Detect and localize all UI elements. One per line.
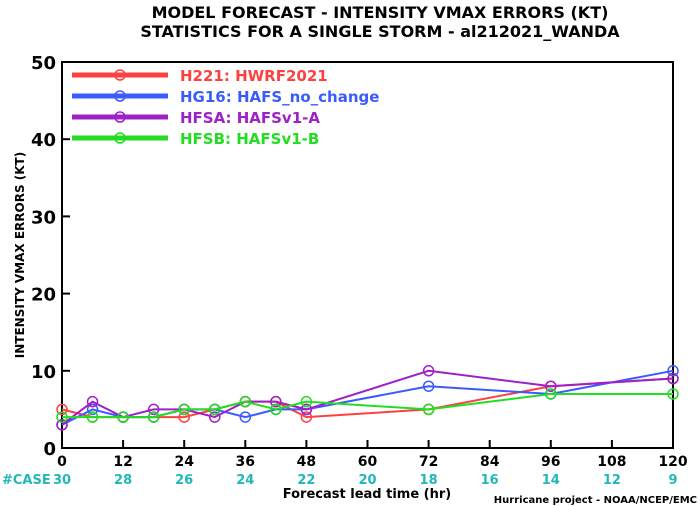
data-point: [270, 403, 282, 416]
legend-label: HFSB: HAFSv1-B: [180, 130, 319, 148]
legend-label: HFSA: HAFSv1-A: [180, 109, 320, 127]
case-count-value: 16: [481, 473, 499, 488]
legend-label: H221: HWRF2021: [180, 67, 328, 85]
data-point: [147, 403, 160, 416]
x-tick-label: 60: [358, 454, 378, 470]
case-count-value: 28: [114, 473, 132, 488]
data-point: [545, 380, 557, 392]
data-point: [422, 380, 435, 392]
x-tick-label: 120: [658, 454, 687, 470]
legend-marker: [114, 111, 126, 123]
legend-marker: [114, 69, 126, 81]
case-count-value: 18: [420, 473, 438, 488]
legend-item: HG16: HAFS_no_change: [72, 88, 379, 106]
x-tick-label: 12: [113, 454, 132, 470]
data-point: [178, 411, 190, 423]
case-count-value: 30: [53, 473, 71, 488]
y-tick-label: 10: [31, 362, 56, 383]
data-point: [86, 395, 99, 408]
y-tick-label: 20: [31, 285, 56, 306]
data-point: [422, 403, 435, 416]
case-count-value: 22: [297, 473, 315, 488]
data-point: [56, 403, 68, 416]
data-point: [667, 372, 679, 385]
data-point: [422, 365, 435, 377]
series-layer: [56, 365, 679, 431]
chart-title-line1: MODEL FORECAST - INTENSITY VMAX ERRORS (…: [152, 3, 609, 22]
case-count-value: 12: [603, 473, 621, 488]
data-point: [239, 411, 252, 423]
data-point: [86, 411, 99, 423]
legend: H221: HWRF2021 HG16: HAFS_no_change HFSA: …: [72, 67, 379, 148]
y-tick-label: 40: [31, 130, 56, 151]
data-point: [270, 395, 282, 408]
data-point: [178, 403, 190, 416]
legend-item: H221: HWRF2021: [72, 67, 328, 85]
x-tick-label: 0: [57, 454, 67, 470]
y-axis-ticks: 0 10 20 30 40 50: [31, 53, 70, 460]
data-point: [239, 395, 252, 408]
series-line: [56, 388, 679, 423]
x-axis-ticks: 0 12 24 36 48 60 72 84 96 108 120: [57, 440, 688, 470]
legend-label: HG16: HAFS_no_change: [180, 88, 379, 106]
chart-title-line2: STATISTICS FOR A SINGLE STORM - al212021…: [140, 22, 620, 41]
data-point: [56, 411, 68, 423]
x-tick-label: 108: [597, 454, 626, 470]
data-point: [117, 411, 129, 423]
legend-marker: [114, 90, 126, 102]
legend-marker: [114, 132, 126, 144]
data-point: [300, 411, 313, 423]
x-tick-label: 48: [297, 454, 316, 470]
data-point: [209, 411, 221, 423]
data-point: [209, 403, 221, 416]
case-count-value: 20: [358, 473, 376, 488]
case-count-value: 24: [236, 473, 254, 488]
y-axis-label: INTENSITY VMAX ERRORS (KT): [13, 152, 27, 358]
data-point: [667, 365, 679, 377]
legend-item: HFSB: HAFSv1-B: [72, 130, 319, 148]
y-tick-label: 50: [31, 53, 56, 74]
x-tick-label: 36: [236, 454, 255, 470]
x-tick-label: 84: [480, 454, 500, 470]
credit-text: Hurricane project - NOAA/NCEP/EMC: [494, 495, 697, 506]
data-point: [147, 411, 160, 423]
x-tick-label: 96: [541, 454, 560, 470]
x-tick-label: 24: [174, 454, 194, 470]
case-count-value: 26: [175, 473, 193, 488]
data-point: [86, 403, 99, 416]
case-row-label: #CASE: [2, 473, 51, 488]
case-count-value: 9: [668, 473, 677, 488]
data-point: [56, 419, 68, 431]
data-point: [545, 388, 557, 400]
data-point: [300, 395, 313, 408]
y-tick-label: 30: [31, 207, 56, 228]
x-tick-label: 72: [419, 454, 438, 470]
x-axis-label: Forecast lead time (hr): [283, 487, 451, 502]
y-tick-label: 0: [43, 439, 56, 460]
data-point: [300, 403, 313, 416]
legend-item: HFSA: HAFSv1-A: [72, 109, 320, 127]
case-count-value: 14: [542, 473, 560, 488]
case-count-row: 30 28 26 24 22 20 18 16 14 12 9: [53, 473, 678, 488]
data-point: [667, 388, 679, 400]
